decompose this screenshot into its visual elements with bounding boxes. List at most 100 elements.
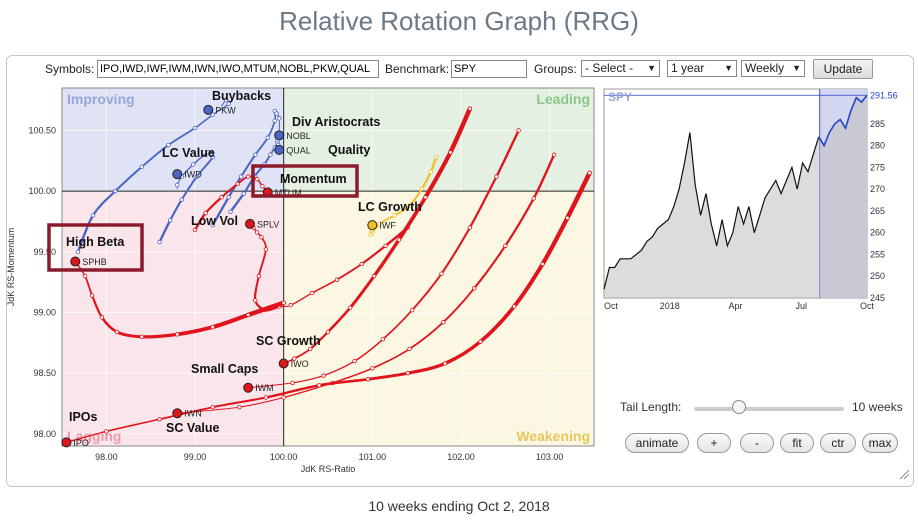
trail-point bbox=[139, 164, 144, 170]
center-button[interactable]: ctr bbox=[820, 433, 856, 453]
frequency-select[interactable]: Weekly ▼ bbox=[741, 60, 805, 77]
y-axis-label: JdK RS-Momentum bbox=[6, 228, 16, 307]
benchmark-label: Benchmark: bbox=[385, 62, 450, 76]
groups-select[interactable]: - Select - ▼ bbox=[581, 60, 660, 77]
trail-point bbox=[467, 225, 473, 230]
trail-point bbox=[139, 334, 144, 339]
x-tick-label: 99.00 bbox=[184, 452, 207, 462]
update-button[interactable]: Update bbox=[813, 59, 873, 79]
y-tick-label: 98.50 bbox=[33, 368, 56, 378]
trail-point bbox=[82, 273, 88, 279]
trail-segment bbox=[443, 339, 483, 366]
trail-segment bbox=[397, 195, 428, 242]
trail-segment bbox=[495, 129, 520, 178]
head-IWO bbox=[278, 358, 289, 369]
trail-point bbox=[321, 373, 326, 378]
y-tick-label: 99.50 bbox=[33, 247, 56, 257]
category-label-PKW: Buybacks bbox=[212, 89, 271, 103]
zoom-out-button[interactable]: - bbox=[740, 433, 774, 453]
resize-handle-icon[interactable] bbox=[898, 468, 910, 480]
symbol-label-IPO: IPO bbox=[73, 438, 89, 448]
trail-point bbox=[259, 235, 264, 240]
trail-segment bbox=[91, 190, 117, 217]
fit-button[interactable]: fit bbox=[780, 433, 814, 453]
trail-point bbox=[281, 300, 286, 305]
symbol-label-IWF: IWF bbox=[379, 221, 396, 231]
symbols-input[interactable] bbox=[97, 60, 379, 78]
trail-segment bbox=[565, 170, 592, 221]
category-label-SPHB: High Beta bbox=[66, 235, 125, 249]
highlight-box-high-beta bbox=[47, 223, 144, 272]
category-label-IWD: LC Value bbox=[162, 146, 215, 160]
animate-button[interactable]: animate bbox=[625, 433, 689, 453]
trail-segment bbox=[180, 175, 198, 201]
trail-point bbox=[380, 337, 386, 342]
trail-point bbox=[494, 174, 499, 179]
spy-title: SPY bbox=[608, 90, 632, 104]
trail-point bbox=[565, 215, 570, 221]
tail-length-slider[interactable] bbox=[694, 407, 844, 411]
trail-segment bbox=[167, 127, 196, 146]
trail-point bbox=[179, 197, 184, 202]
symbol-label-NOBL: NOBL bbox=[286, 131, 311, 141]
zoom-in-button[interactable]: + bbox=[697, 433, 731, 453]
trail-point bbox=[512, 304, 517, 309]
head-IWF bbox=[367, 220, 378, 231]
trail-point bbox=[192, 125, 198, 131]
head-IPO bbox=[61, 437, 72, 448]
trail-point bbox=[223, 97, 229, 103]
trail-point bbox=[371, 273, 377, 279]
spy-y-tick-label: 260 bbox=[870, 228, 885, 238]
max-button[interactable]: max bbox=[862, 433, 898, 453]
trail-segment bbox=[406, 361, 447, 375]
tail-length-slider-handle[interactable] bbox=[732, 400, 746, 414]
trail-point bbox=[175, 182, 180, 188]
trail-point bbox=[377, 221, 382, 227]
trail-segment bbox=[158, 406, 214, 421]
trail-point bbox=[260, 184, 265, 189]
trail-point bbox=[263, 395, 269, 400]
tail-length-label: Tail Length: bbox=[620, 400, 682, 414]
symbol-label-QUAL: QUAL bbox=[286, 145, 311, 155]
trail-point bbox=[114, 329, 120, 335]
trail-point bbox=[277, 116, 282, 121]
trail-point bbox=[433, 154, 439, 160]
head-IWN bbox=[172, 408, 183, 419]
rrg-axes: 98.00 99.00 100.00 101.00 102.00 103.00 98.00 9… bbox=[6, 87, 595, 474]
trail-point bbox=[396, 237, 402, 242]
spy-x-tick-label: Apr bbox=[728, 301, 742, 311]
trail-point bbox=[210, 222, 215, 228]
category-label-IWF: LC Growth bbox=[358, 200, 422, 214]
footer-caption: 10 weeks ending Oct 2, 2018 bbox=[368, 498, 550, 514]
trail-segment bbox=[326, 306, 352, 334]
trail-point bbox=[256, 273, 262, 279]
trail-NOBL bbox=[210, 108, 282, 228]
frequency-select-value: Weekly bbox=[745, 61, 785, 75]
trail-segment bbox=[335, 263, 363, 281]
spy-y-tick-label: 275 bbox=[870, 162, 885, 172]
trail-point bbox=[90, 213, 96, 218]
period-select[interactable]: 1 year ▼ bbox=[667, 60, 737, 77]
trail-segment bbox=[372, 238, 401, 278]
trail-point bbox=[288, 303, 293, 308]
x-tick-label: 100.00 bbox=[270, 452, 298, 462]
y-tick-label: 99.00 bbox=[33, 308, 56, 318]
spy-x-tick-label: 2018 bbox=[660, 301, 680, 311]
trail-segment bbox=[140, 144, 170, 168]
spy-chart: 245 250 255 260 265 270 275 280 285 291.56 Oct 2018… bbox=[603, 88, 898, 311]
spy-x-tick-label: Oct bbox=[860, 301, 875, 311]
trail-point bbox=[210, 324, 215, 330]
trail-point bbox=[292, 356, 297, 361]
trail-point bbox=[359, 261, 364, 267]
trail-point bbox=[368, 232, 373, 238]
trail-point bbox=[254, 230, 260, 235]
benchmark-input[interactable] bbox=[451, 60, 527, 78]
head-SPLV bbox=[244, 218, 255, 229]
trail-segment bbox=[105, 418, 161, 433]
spy-line-highlighted bbox=[818, 94, 868, 148]
chevron-down-icon: ▼ bbox=[724, 63, 733, 73]
trail-segment bbox=[238, 396, 285, 408]
trail-point bbox=[210, 404, 215, 410]
trail-point bbox=[407, 203, 412, 208]
